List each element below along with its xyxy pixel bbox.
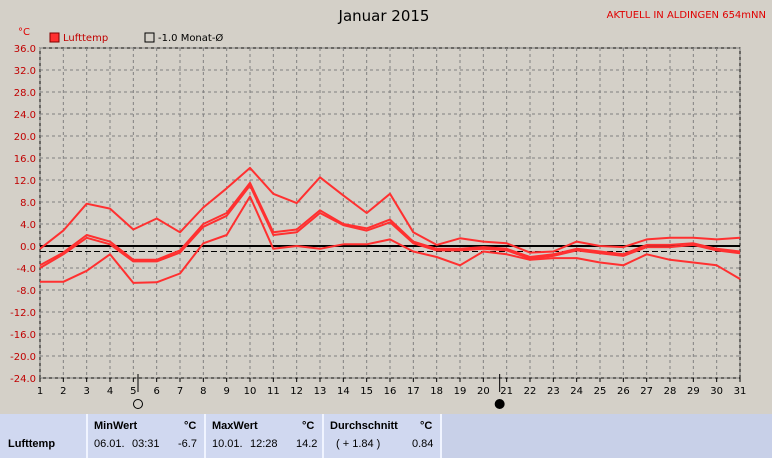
legend-swatch-lufttemp [49,32,60,43]
y-tick-label: 28.0 [14,88,36,99]
y-tick-label: 32.0 [14,66,36,77]
x-tick-label: 27 [640,386,653,397]
x-tick-label: 18 [430,386,443,397]
new-moon-icon [494,399,505,409]
legend-label-lufttemp: Lufttemp [63,33,108,44]
x-tick-label: 7 [177,386,183,397]
x-tick-label: 4 [107,386,113,397]
x-tick-label: 23 [547,386,560,397]
y-tick-label: 20.0 [14,132,36,143]
x-tick-label: 22 [524,386,537,397]
chart-title: Januar 2015 [338,7,430,25]
y-tick-label: 36.0 [14,44,36,55]
min-time: 03:31 [132,438,160,450]
x-tick-label: 16 [384,386,397,397]
avg-delta: ( + 1.84 ) [336,438,381,450]
x-tick-label: 10 [244,386,257,397]
temperature-chart: Januar 2015 AKTUELL IN ALDINGEN 654mNN °… [10,7,766,409]
x-tick-label: 1 [37,386,43,397]
x-tick-label: 28 [664,386,677,397]
x-tick-label: 17 [407,386,420,397]
y-tick-label: 12.0 [14,176,36,187]
x-tick-label: 29 [687,386,700,397]
y-tick-label: 24.0 [14,110,36,121]
x-tick-label: 3 [83,386,89,397]
stats-row-label: Lufttemp [8,438,56,450]
max-date: 10.01. [212,438,243,450]
avg-unit: °C [420,420,433,432]
y-tick-label: -8.0 [16,286,36,297]
y-tick-label: -24.0 [10,374,36,385]
y-tick-label: 8.0 [20,198,36,209]
x-tick-label: 20 [477,386,490,397]
max-unit: °C [302,420,315,432]
series-line-mean-upper [39,181,741,267]
x-tick-label: 2 [60,386,66,397]
x-tick-labels: 1 2 3 4 5 6 7 8 9 10 11 12 13 14 15 16 17 18 19 20 21 22 23 24 2… [37,378,747,397]
x-tick-label: 9 [223,386,229,397]
min-value: -6.7 [178,438,197,450]
min-header: MinWert [94,420,138,432]
series-line-max [39,166,741,254]
y-tick-label: 4.0 [20,220,36,231]
max-value: 14.2 [296,438,318,450]
min-unit: °C [184,420,197,432]
series-line-min [40,195,741,284]
y-axis-unit: °C [18,27,30,38]
stats-min-cell: MinWert °C 06.01. 03:31 -6.7 [88,414,206,458]
x-tick-label: 5 [130,386,136,397]
stats-max-cell: MaxWert °C 10.01. 12:28 14.2 [206,414,324,458]
reference-lines [40,245,740,252]
avg-value: 0.84 [412,438,434,450]
x-tick-label: 24 [570,386,583,397]
x-tick-label: 21 [500,386,513,397]
y-tick-label: -12.0 [10,308,36,319]
y-tick-label: -20.0 [10,352,36,363]
series-lines [39,166,741,284]
x-tick-label: 8 [200,386,206,397]
avg-header: Durchschnitt [330,420,398,432]
full-moon-icon [133,399,143,409]
legend-swatch-monthly-mean [144,32,155,43]
x-tick-label: 31 [734,386,747,397]
x-tick-label: 13 [314,386,327,397]
moon-markers [133,374,505,409]
max-time: 12:28 [250,438,278,450]
x-tick-label: 11 [267,386,280,397]
x-tick-label: 14 [337,386,350,397]
x-tick-label: 26 [617,386,630,397]
series-line-mean-lower [39,184,741,269]
min-date: 06.01. [94,438,125,450]
stats-avg-cell: Durchschnitt °C ( + 1.84 ) 0.84 [324,414,442,458]
x-tick-label: 19 [454,386,467,397]
max-header: MaxWert [212,420,258,432]
y-tick-label: -16.0 [10,330,36,341]
y-tick-label: 16.0 [14,154,36,165]
station-label: AKTUELL IN ALDINGEN 654mNN [607,10,766,21]
legend-label-monthly-mean: -1.0 Monat-Ø [158,32,223,44]
y-tick-labels: 36.0 32.0 28.0 24.0 20.0 16.0 12.0 8.0 4.0 0.0 -4.… [10,44,36,385]
x-tick-label: 30 [710,386,723,397]
stats-table: Lufttemp MinWert °C 06.01. 03:31 -6.7 Ma… [0,414,772,458]
y-tick-label: -4.0 [16,264,36,275]
y-tick-label: 0.0 [20,242,36,253]
legend: Lufttemp -1.0 Monat-Ø [49,32,223,44]
x-tick-label: 15 [360,386,373,397]
stats-label-cell: Lufttemp [0,414,88,458]
x-tick-label: 25 [594,386,607,397]
x-tick-label: 6 [153,386,159,397]
x-tick-label: 12 [290,386,303,397]
